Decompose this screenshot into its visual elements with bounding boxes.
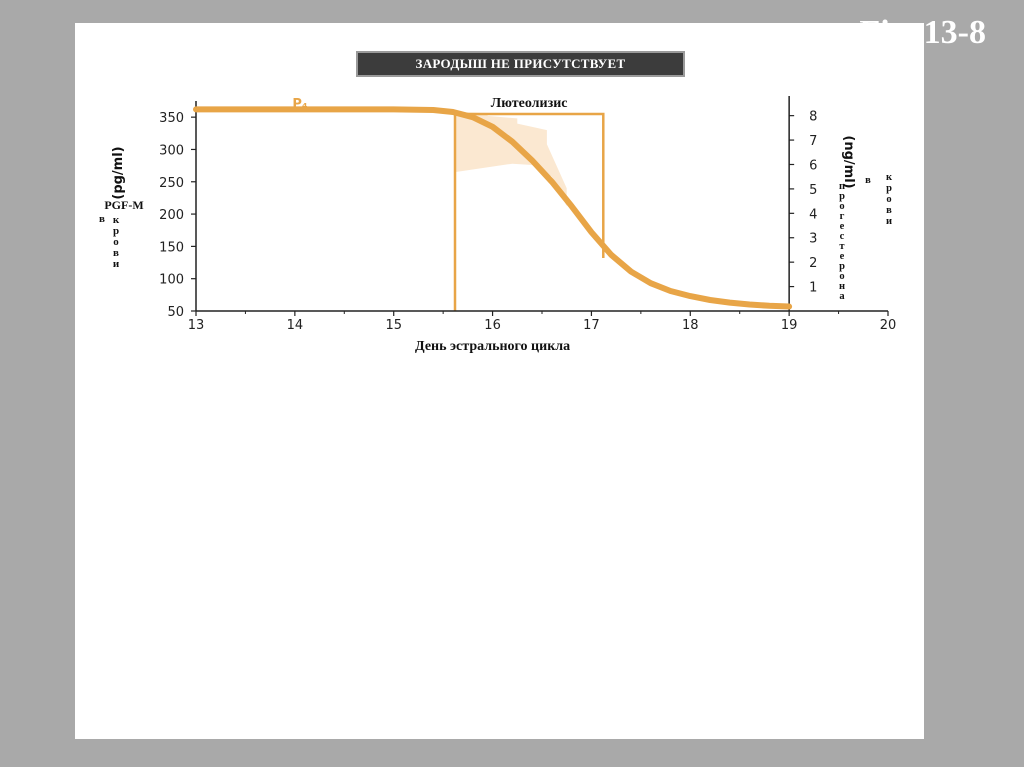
right-axis-label-letter: р (839, 261, 845, 272)
right-tick-label: 6 (809, 158, 817, 173)
p4-data-point (510, 139, 515, 144)
right-tick-label: 2 (809, 256, 817, 271)
left-tick-label: 250 (159, 176, 184, 191)
p4-data-point (193, 107, 199, 112)
right-tick-label: 1 (809, 281, 817, 296)
right-axis-label-extra-letter: о (886, 194, 891, 205)
right-axis-label-extra-letter: и (886, 216, 892, 227)
p4-data-point (707, 297, 713, 303)
x-axis-label: День эстрального цикла (415, 339, 570, 354)
p4-data-point (727, 300, 732, 305)
luteolysis-shaded-area (455, 112, 567, 207)
p4-data-point (609, 252, 614, 257)
p4-data-point (569, 204, 574, 209)
left-axis-label-letter: в (113, 247, 119, 259)
figure-label: Fig. 13-8 (859, 14, 986, 51)
right-tick-label: 4 (809, 207, 817, 222)
x-tick-label: 16 (484, 318, 501, 333)
left-axis-label-letter: о (113, 236, 119, 248)
right-axis-label-letter: п (839, 181, 845, 192)
right-axis-label-extra-letter: р (886, 183, 892, 194)
left-tick-label: 200 (159, 208, 184, 223)
right-axis-label-letter: о (839, 271, 844, 282)
left-axis-label-letter: и (113, 258, 120, 270)
p4-data-point (648, 281, 653, 286)
left-tick-label: 100 (159, 273, 184, 288)
p4-data-point (589, 230, 594, 235)
right-tick-label: 5 (809, 183, 817, 198)
p4-data-point (391, 107, 396, 112)
p4-series-line (193, 106, 793, 310)
luteolysis-bracket (453, 112, 605, 311)
right-tick-label: 3 (809, 232, 817, 247)
p4-data-point (767, 303, 772, 308)
x-tick-label: 17 (583, 318, 600, 333)
right-axis-unit: (ng/ml) (841, 135, 856, 188)
right-axis-label-letter: н (839, 281, 845, 292)
x-tick-label: 14 (287, 318, 304, 333)
chart-title-banner: ЗАРОДЫШ НЕ ПРИСУТСТВУЕТ (356, 51, 685, 77)
right-tick-label: 7 (809, 134, 817, 149)
right-axis-label-letter: т (839, 241, 845, 252)
left-axis-label-pgfm: PGF-M (104, 198, 143, 212)
x-tick-label: 18 (682, 318, 699, 333)
p4-data-point (470, 115, 475, 120)
left-tick-label: 150 (159, 240, 184, 255)
x-tick-label: 13 (188, 318, 205, 333)
p4-data-point (490, 124, 495, 129)
p4-data-point (529, 158, 535, 163)
luteolysis-label: Лютеолизис (491, 96, 568, 111)
right-tick-label: 8 (809, 110, 817, 125)
left-tick-label: 50 (167, 305, 184, 320)
right-axis-label-letter: а (839, 291, 845, 302)
p4-data-point (747, 302, 752, 307)
left-axis-unit: (pg/ml) (111, 146, 126, 199)
p4-data-point (628, 269, 634, 274)
x-tick-label: 20 (880, 318, 897, 333)
p4-data-point (688, 293, 693, 299)
p4-data-point (549, 179, 555, 184)
left-tick-label: 300 (159, 143, 184, 158)
right-axis-label-letter: о (839, 201, 844, 212)
p4-series-label: P₄ (292, 97, 308, 112)
left-axis-label-letter: в (99, 213, 105, 225)
x-tick-label: 19 (781, 318, 798, 333)
right-axis-label-extra: в (865, 175, 871, 186)
left-axis-label-letter: к (113, 214, 120, 226)
p4-data-point (786, 304, 792, 309)
p4-data-point (450, 109, 456, 115)
right-axis-label-letter: р (839, 191, 845, 202)
right-axis-label-letter: с (840, 231, 845, 242)
right-axis-label-extra-letter: к (886, 172, 893, 183)
right-axis-label-extra-letter: в (886, 205, 892, 216)
right-axis-label-letter: е (840, 221, 845, 232)
p4-data-point (431, 107, 436, 113)
left-tick-label: 350 (159, 111, 184, 126)
left-axis-label-letter: р (113, 225, 119, 237)
x-tick-label: 15 (385, 318, 402, 333)
right-axis-label-letter: е (840, 251, 845, 262)
right-axis-label-letter: г (840, 211, 845, 222)
p4-data-point (292, 107, 298, 112)
p4-data-point (668, 288, 673, 294)
